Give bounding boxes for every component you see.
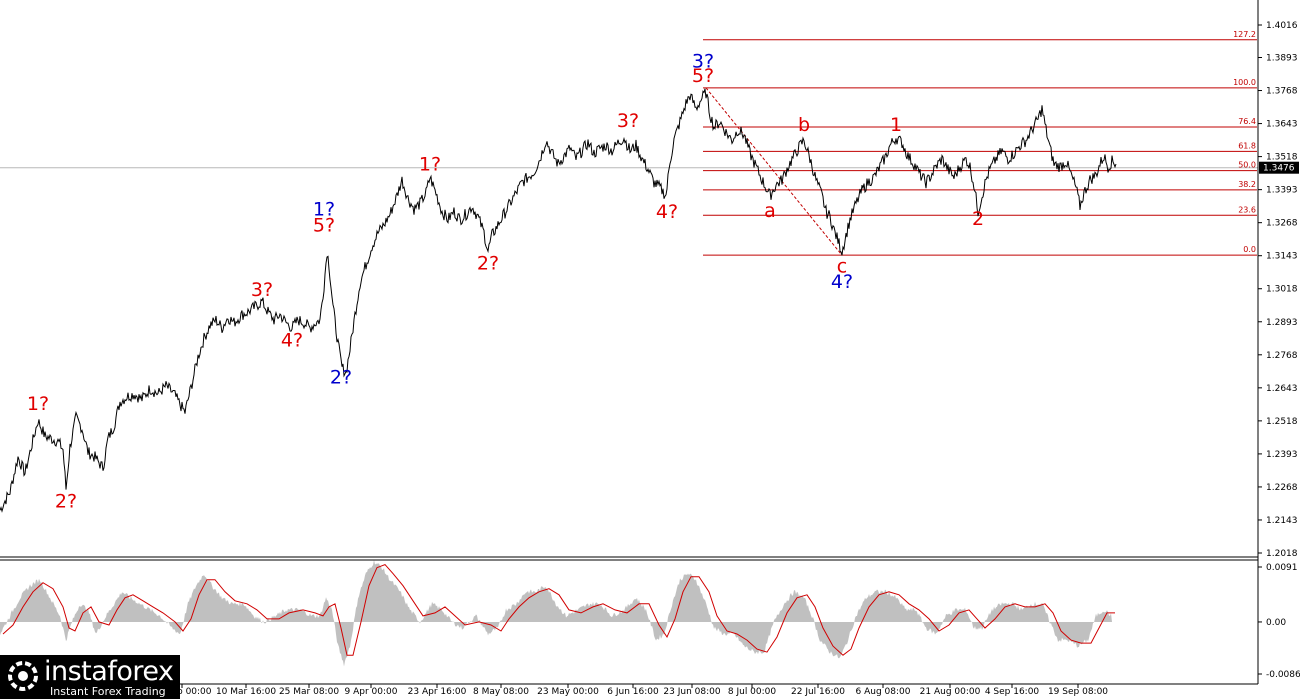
y-tick-label: 1.2268	[1266, 483, 1298, 493]
y-tick-label: 1.3643	[1266, 120, 1298, 130]
instaforex-logo: instaforex Instant Forex Trading	[0, 655, 180, 699]
wave-label: 3?	[692, 51, 714, 73]
fib-level-label: 76.4	[1238, 117, 1256, 126]
y-tick-label: 1.4016	[1266, 21, 1298, 31]
oscillator-histogram	[0, 559, 1112, 667]
wave-label: 3?	[251, 279, 273, 301]
fib-level-label: 50.0	[1238, 161, 1256, 170]
x-tick-label: 23 Jun 08:00	[663, 687, 720, 697]
y-tick-label: 1.2518	[1266, 417, 1298, 427]
wave-label: b	[798, 114, 810, 136]
y-tick-label: 1.3518	[1266, 153, 1298, 163]
y-tick-label: 1.3768	[1266, 87, 1298, 97]
current-price-label: 1.3476	[1263, 164, 1295, 174]
fib-level-label: 61.8	[1238, 141, 1256, 150]
wave-label: 1?	[313, 199, 335, 221]
y-tick-label: 1.3143	[1266, 252, 1298, 262]
x-tick-label: 6 Aug 08:00	[856, 687, 911, 697]
wave-label: 1	[890, 114, 902, 136]
wave-label: 1?	[419, 154, 441, 176]
wave-label: 2	[972, 208, 984, 230]
y-tick-label: 1.2018	[1266, 549, 1298, 559]
x-tick-label: 6 Jun 16:00	[607, 687, 659, 697]
x-tick-label: 9 Apr 00:00	[345, 687, 398, 697]
fib-level-label: 100.0	[1233, 78, 1256, 87]
wave-label: 5?	[313, 214, 335, 236]
y-tick-label: 1.2393	[1266, 450, 1298, 460]
x-tick-label: 19 Sep 08:00	[1048, 687, 1108, 697]
price-pane: 127.2 100.0 76.4 61.8 50.0 38.2 23.6 0.0 1? 2? 3? 4…	[0, 30, 1258, 513]
fib-level-label: 38.2	[1238, 180, 1256, 189]
y-tick-label: 1.2893	[1266, 318, 1298, 328]
price-series-line	[0, 88, 1117, 513]
y-tick-label: 1.3893	[1266, 54, 1298, 64]
y-tick-label: 1.3268	[1266, 219, 1298, 229]
x-tick-label: 4 Sep 16:00	[985, 687, 1040, 697]
wave-label: 3?	[617, 110, 639, 132]
y-tick-label: 1.3393	[1266, 186, 1298, 196]
brand-name: instaforex	[44, 656, 174, 687]
wave-label: 1?	[27, 393, 49, 415]
wave-label: 5?	[692, 65, 714, 87]
x-tick-label: 23 Apr 16:00	[408, 687, 467, 697]
oscillator-signal-line	[2, 564, 1115, 656]
x-tick-label: 25 Mar 08:00	[279, 687, 339, 697]
x-tick-label: 8 May 08:00	[473, 687, 529, 697]
x-tick-label: 8 Jul 00:00	[728, 687, 777, 697]
wave-label: c	[837, 255, 847, 277]
fib-level-label: 23.6	[1238, 205, 1256, 214]
x-tick-label: 23 May 00:00	[537, 687, 599, 697]
current-price-tag	[1259, 161, 1299, 174]
oscillator-pane	[0, 559, 1115, 667]
wave-label: 2?	[477, 253, 499, 275]
x-tick-label: 21 Aug 00:00	[920, 687, 981, 697]
fib-anchor-line	[705, 87, 843, 256]
fib-level-label: 127.2	[1233, 30, 1256, 39]
wave-label: 2?	[55, 491, 77, 513]
osc-y-tick-label: 0.0091	[1266, 563, 1298, 573]
brand-tagline: Instant Forex Trading	[50, 685, 166, 698]
y-tick-label: 1.2768	[1266, 351, 1298, 361]
y-tick-label: 1.2643	[1266, 384, 1298, 394]
wave-label: 2?	[330, 366, 352, 388]
wave-label: 4?	[656, 201, 678, 223]
wave-label: a	[764, 200, 776, 222]
y-tick-label: 1.2143	[1266, 516, 1298, 526]
wave-label: 4?	[831, 271, 853, 293]
fib-level-label: 0.0	[1243, 245, 1256, 254]
instaforex-logo-mark-icon	[8, 661, 38, 691]
x-tick-label: 22 Jul 16:00	[791, 687, 845, 697]
osc-y-tick-label: 0.00	[1266, 618, 1286, 628]
y-tick-label: 1.3018	[1266, 285, 1298, 295]
wave-label: 4?	[281, 329, 303, 351]
x-tick-label: 24 Feb 00:00	[152, 687, 211, 697]
x-tick-label: 10 Mar 16:00	[216, 687, 276, 697]
